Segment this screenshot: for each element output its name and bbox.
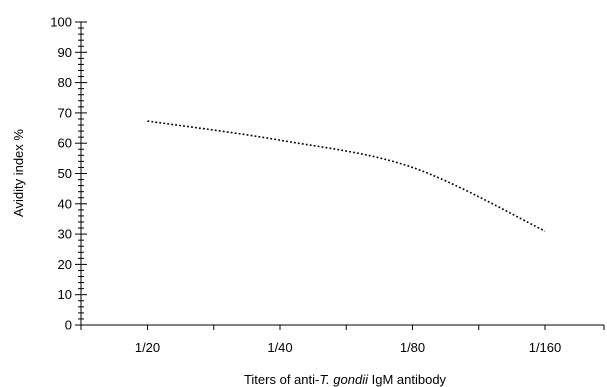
y-tick-labels: 0 10 20 30 40 50 60 70 80 90 100 — [50, 15, 72, 333]
x-axis-title: Titers of anti-T. gondii IgM antibody — [244, 372, 447, 387]
y-ticks — [75, 21, 87, 326]
y-tick-label: 80 — [58, 75, 72, 90]
x-axis: 1/20 1/40 1/80 1/160 — [80, 324, 605, 355]
x-axis-title-part-2: T. gondii — [319, 372, 369, 387]
y-axis-title: Avidity index % — [11, 129, 26, 217]
y-tick-label: 70 — [58, 105, 72, 120]
y-tick-label: 100 — [50, 15, 72, 30]
y-tick-label: 90 — [58, 45, 72, 60]
x-tick-label: 1/20 — [135, 340, 160, 355]
x-tick-label: 1/80 — [400, 340, 425, 355]
y-axis: 0 10 20 30 40 50 60 70 80 90 100 — [50, 15, 87, 333]
x-ticks — [80, 325, 605, 330]
x-tick-label: 1/160 — [529, 340, 562, 355]
y-tick-label: 30 — [58, 227, 72, 242]
x-axis-title-part-1: Titers of anti- — [244, 372, 319, 387]
y-tick-label: 0 — [65, 318, 72, 333]
x-tick-label: 1/40 — [267, 340, 292, 355]
y-tick-label: 20 — [58, 257, 72, 272]
x-axis-title-part-3: IgM antibody — [368, 372, 447, 387]
series-line — [147, 120, 546, 232]
y-tick-label: 60 — [58, 136, 72, 151]
y-tick-label: 50 — [58, 166, 72, 181]
series-group — [147, 120, 546, 232]
y-tick-label: 10 — [58, 287, 72, 302]
x-tick-labels: 1/20 1/40 1/80 1/160 — [135, 340, 561, 355]
y-tick-label: 40 — [58, 196, 72, 211]
